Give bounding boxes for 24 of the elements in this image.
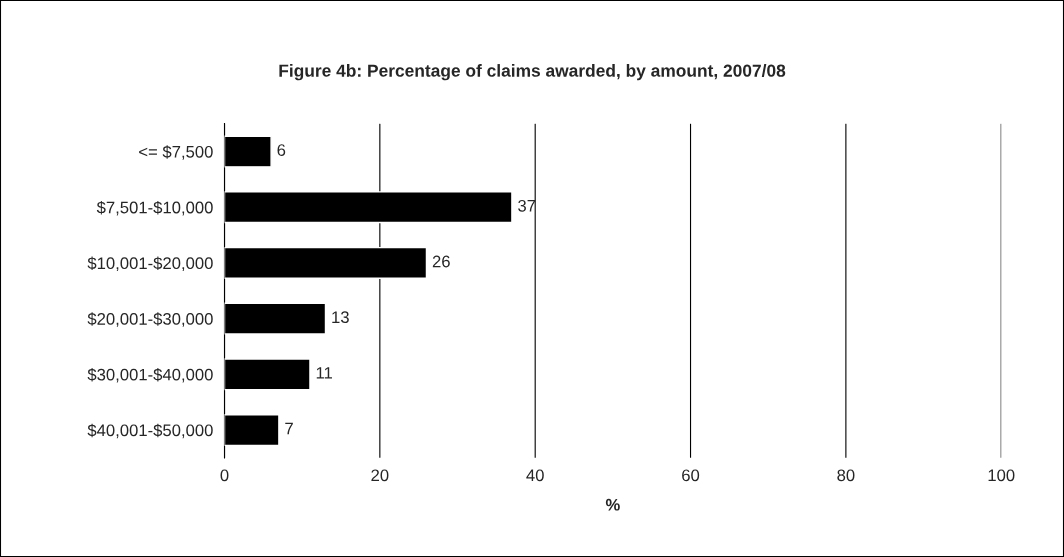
data-label: 26 (432, 255, 450, 268)
y-tick-label: $30,001-$40,000 (87, 368, 213, 383)
data-label: 13 (332, 311, 349, 324)
bar (224, 358, 311, 391)
x-axis-title: % (605, 498, 620, 511)
x-tick-label: 20 (371, 469, 389, 482)
bar (224, 302, 327, 335)
data-label: 11 (316, 367, 332, 379)
x-tick-label: 0 (220, 469, 229, 482)
y-tick-label: $10,001-$20,000 (87, 256, 213, 272)
data-label: 6 (277, 144, 286, 156)
y-tick-label: $20,001-$30,000 (87, 312, 213, 327)
y-tick-label: $7,501-$10,000 (96, 200, 213, 216)
chart-title: Figure 4b: Percentage of claims awarded, by amount, 2007/08 (279, 64, 786, 81)
bar (224, 135, 272, 168)
data-label: 7 (285, 422, 293, 435)
x-tick-label: 100 (988, 469, 1015, 482)
x-tick-label: 40 (526, 469, 544, 482)
bar (224, 413, 280, 447)
x-tick-label: 80 (837, 469, 855, 482)
y-tick-label: <= $7,500 (139, 145, 213, 160)
data-label: 37 (518, 199, 536, 212)
y-tick-label: $40,001-$50,000 (87, 423, 213, 439)
x-tick-label: 60 (682, 469, 700, 482)
